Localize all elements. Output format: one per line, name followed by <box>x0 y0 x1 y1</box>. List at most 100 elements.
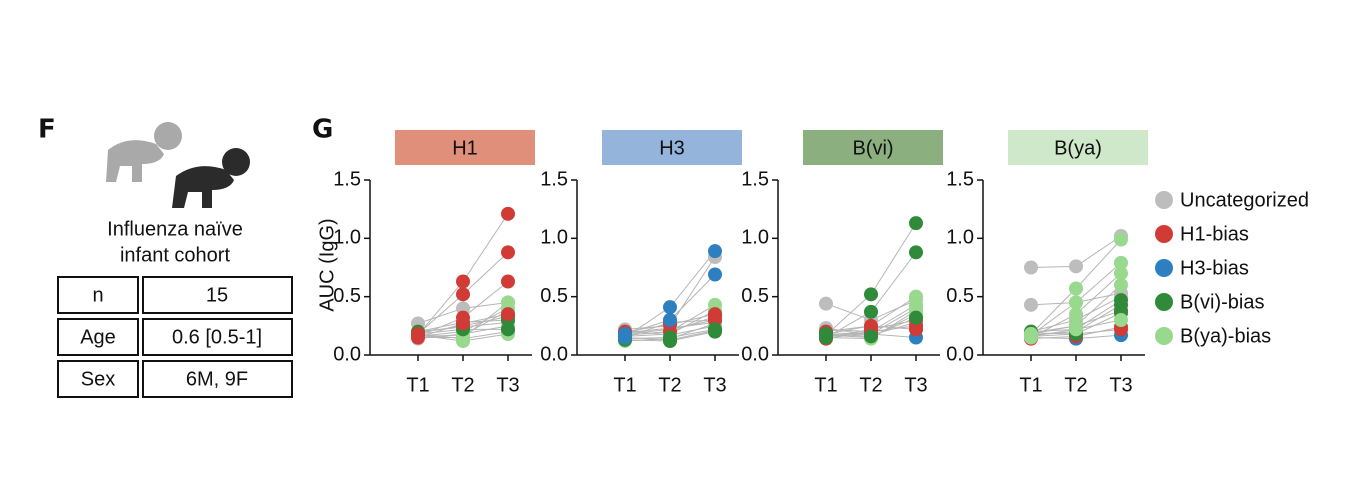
y-tick-label: 0.0 <box>540 343 568 365</box>
y-tick-label: 1.5 <box>741 168 769 190</box>
x-tick-label: T1 <box>406 374 429 396</box>
title-box <box>1008 130 1148 165</box>
legend-marker <box>1155 225 1173 243</box>
y-tick-label: 0.0 <box>946 343 974 365</box>
chart-title: H3 <box>659 137 685 159</box>
subject-point <box>1069 307 1083 322</box>
subject-point <box>1069 322 1083 337</box>
x-tick-label: T3 <box>703 374 726 396</box>
legend-label: H3-bias <box>1180 257 1249 279</box>
y-tick-label: 0.5 <box>333 285 361 307</box>
y-tick-label: 1.0 <box>333 227 361 249</box>
subject-point <box>501 245 515 260</box>
y-tick-label: 1.0 <box>540 227 568 249</box>
subject-point <box>708 267 722 282</box>
y-tick-label: 0.5 <box>741 285 769 307</box>
table-text: 6M, 9F <box>186 368 248 390</box>
x-tick-label: T1 <box>814 374 837 396</box>
x-tick-label: T2 <box>1064 374 1087 396</box>
y-tick-label: 0.5 <box>946 285 974 307</box>
table-cell <box>142 360 293 398</box>
cohort-caption: infant cohort <box>120 244 231 266</box>
y-tick-label: 1.0 <box>946 227 974 249</box>
subject-point <box>864 287 878 302</box>
subject-point <box>1024 297 1038 312</box>
subject-point <box>618 330 632 345</box>
subject-point <box>663 313 677 327</box>
title-box <box>395 130 535 165</box>
legend-marker <box>1155 327 1173 345</box>
legend-label: H1-bias <box>1180 223 1249 245</box>
subject-point <box>864 329 878 344</box>
x-tick-label: T3 <box>496 374 519 396</box>
chart-title: B(vi) <box>852 137 893 159</box>
x-tick-label: T2 <box>859 374 882 396</box>
subject-point <box>663 332 677 347</box>
legend-label: B(vi)-bias <box>1180 291 1264 313</box>
cohort-table: n 15 Age 0.6 [0.5-1] Sex 6M, 9F <box>57 276 293 398</box>
subject-point <box>456 310 470 325</box>
subject-point <box>1114 313 1128 327</box>
panel-label: G <box>312 115 333 145</box>
subject-point <box>708 323 722 338</box>
table-text: 15 <box>206 284 228 306</box>
title-box <box>803 130 943 165</box>
cohort-caption: Influenza naïve <box>107 218 243 240</box>
subject-point <box>1114 232 1128 247</box>
y-axis-label: AUC (IgG) <box>316 218 338 311</box>
table-text: Sex <box>81 368 115 390</box>
y-tick-label: 1.0 <box>741 227 769 249</box>
x-tick-label: T3 <box>904 374 927 396</box>
subject-point <box>1069 281 1083 296</box>
legend-marker <box>1155 293 1173 311</box>
y-tick-label: 0.0 <box>333 343 361 365</box>
subject-point <box>819 296 833 311</box>
x-tick-label: T2 <box>658 374 681 396</box>
y-tick-label: 1.5 <box>540 168 568 190</box>
subject-point <box>1114 255 1128 270</box>
table-cell <box>57 360 139 398</box>
table-cell <box>142 318 293 356</box>
subject-point <box>1114 278 1128 292</box>
subject-point <box>909 245 923 260</box>
subject-point <box>1024 260 1038 275</box>
legend-label: Uncategorized <box>1180 189 1309 211</box>
y-tick-label: 0.5 <box>540 285 568 307</box>
legend-label: B(ya)-bias <box>1180 325 1271 347</box>
subject-point <box>909 216 923 231</box>
subject-point <box>1024 329 1038 344</box>
y-tick-label: 0.0 <box>741 343 769 365</box>
subject-point <box>411 328 425 343</box>
chart-title: H1 <box>452 137 478 159</box>
subject-point <box>708 244 722 259</box>
table-cell <box>57 318 139 356</box>
table-cell <box>142 276 293 314</box>
legend-marker <box>1155 259 1173 277</box>
legend-marker <box>1155 191 1173 209</box>
title-box <box>602 130 742 165</box>
x-tick-label: T1 <box>1019 374 1042 396</box>
subject-point <box>456 274 470 289</box>
subject-point <box>501 274 515 289</box>
subject-point <box>708 309 722 324</box>
subject-point <box>819 328 833 343</box>
table-text: n <box>92 284 103 306</box>
subject-point <box>456 287 470 302</box>
x-tick-label: T3 <box>1109 374 1132 396</box>
table-text: Age <box>80 326 116 348</box>
subject-point <box>1114 266 1128 281</box>
subject-point <box>909 310 923 325</box>
y-tick-label: 1.5 <box>946 168 974 190</box>
subject-point <box>1069 259 1083 274</box>
x-tick-label: T2 <box>451 374 474 396</box>
subject-point <box>663 300 677 315</box>
panel-label: F <box>38 115 56 145</box>
y-tick-label: 1.5 <box>333 168 361 190</box>
table-text: 0.6 [0.5-1] <box>172 326 262 348</box>
chart-title: B(ya) <box>1054 137 1102 159</box>
infant-icon <box>106 122 250 208</box>
subject-point <box>501 206 515 221</box>
subject-point <box>1069 295 1083 310</box>
table-cell <box>57 276 139 314</box>
